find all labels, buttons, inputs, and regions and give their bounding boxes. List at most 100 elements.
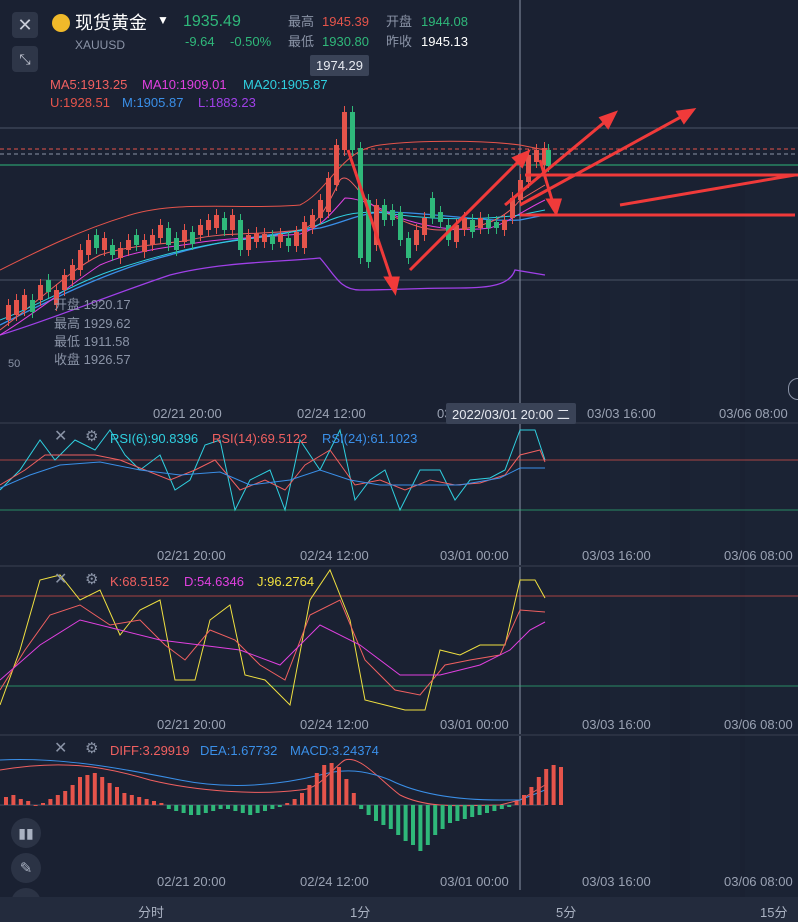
peak-price-tip: 1974.29 [310, 55, 369, 76]
draw-tool-button[interactable]: ✎ [11, 853, 41, 883]
macd-bar [388, 805, 393, 829]
price-change: -9.64 [185, 34, 215, 49]
candle [430, 198, 435, 218]
candle [326, 178, 331, 212]
x-label: 03/03 16:00 [582, 874, 651, 889]
candle [542, 148, 547, 165]
x-label: 03/06 08:00 [724, 548, 793, 563]
settings-gear-icon[interactable]: ⚙ [85, 740, 99, 757]
macd-bar [366, 805, 371, 815]
candle [270, 236, 275, 244]
close-indicator-icon[interactable]: ✕ [54, 428, 68, 445]
collapse-button[interactable]: ⤡ [12, 46, 38, 72]
macd-panel [0, 758, 563, 851]
macd-bar [152, 801, 156, 805]
candle [358, 148, 363, 258]
y-axis-hint: 50 [8, 358, 21, 370]
candle [166, 228, 171, 245]
candle [118, 248, 123, 258]
macd-bar [63, 791, 68, 805]
candle [414, 230, 419, 245]
tab-1min[interactable]: 1分 [350, 905, 371, 920]
tab-15min[interactable]: 15分 [760, 905, 788, 920]
macd-bar [248, 805, 253, 815]
candle [534, 150, 539, 162]
candle [190, 232, 195, 244]
macd-bar [92, 773, 97, 805]
last-price: 1935.49 [183, 13, 241, 30]
main-price-panel [0, 0, 798, 890]
macd-bar [462, 805, 467, 819]
macd-bar [240, 805, 245, 813]
boll-upper-legend: U:1928.51 [50, 95, 110, 110]
macd-bar [559, 767, 563, 805]
indicator-tool-button[interactable]: ▮▮ [11, 818, 41, 848]
panel-divider [0, 734, 798, 736]
macd-bar [270, 805, 275, 809]
macd-bar [292, 799, 297, 805]
macd-value-legend: MACD:3.24374 [290, 743, 379, 758]
kdj-d-legend: D:54.6346 [184, 574, 244, 589]
instrument-title[interactable]: 现货黄金 [75, 13, 147, 33]
x-label: 03/06 08:00 [724, 717, 793, 732]
macd-bar [544, 769, 549, 805]
x-label: 03/03 16:00 [582, 717, 651, 732]
macd-bar [100, 777, 105, 805]
x-label: 02/21 20:00 [157, 717, 226, 732]
low-label: 最低 [288, 34, 315, 49]
ohlc-open: 开盘 1920.17 [54, 297, 131, 312]
macd-bar [285, 803, 290, 805]
candle [342, 112, 347, 150]
macd-bar [263, 805, 267, 811]
candle [518, 180, 523, 200]
macd-bar [455, 805, 460, 821]
macd-bar [166, 805, 171, 809]
macd-bar [359, 805, 364, 809]
candle [406, 238, 411, 258]
macd-bar [211, 805, 216, 811]
macd-bar [329, 763, 334, 805]
macd-bar [322, 765, 327, 805]
macd-bar [411, 805, 415, 845]
tab-timeshare[interactable]: 分时 [138, 905, 165, 920]
close-indicator-icon[interactable]: ✕ [54, 571, 68, 588]
macd-bar [4, 797, 8, 805]
rsi6-legend: RSI(6):90.8396 [110, 431, 199, 446]
tab-5min[interactable]: 5分 [556, 905, 577, 920]
x-label: 02/24 12:00 [300, 548, 369, 563]
macd-bar [11, 795, 16, 805]
x-label: 02/21 20:00 [153, 406, 222, 421]
macd-bar [277, 805, 282, 807]
macd-bar [300, 793, 304, 805]
close-button[interactable]: ✕ [12, 12, 38, 38]
low-value: 1930.80 [322, 34, 369, 49]
x-label: 03/06 08:00 [719, 406, 788, 421]
candle [294, 232, 299, 246]
settings-gear-icon[interactable]: ⚙ [85, 571, 99, 588]
candle [142, 240, 147, 252]
macd-bar [55, 795, 60, 805]
candle [54, 290, 59, 305]
boll-lower-legend: L:1883.23 [198, 95, 256, 110]
close-indicator-icon[interactable]: ✕ [54, 740, 68, 757]
macd-bar [218, 805, 223, 809]
rsi-panel [0, 428, 798, 512]
macd-bar [255, 805, 260, 813]
candle [546, 150, 551, 166]
x-label: 03/01 00:00 [440, 717, 509, 732]
settings-gear-icon[interactable]: ⚙ [85, 428, 99, 445]
candle [174, 238, 179, 250]
kdj-panel [0, 568, 798, 711]
chevron-down-icon[interactable]: ▼ [157, 13, 169, 27]
macd-diff-legend: DIFF:3.29919 [110, 743, 190, 758]
macd-bar [196, 805, 201, 815]
candle [454, 225, 459, 242]
macd-bar [337, 767, 341, 805]
x-label: 02/21 20:00 [157, 548, 226, 563]
candle [254, 233, 259, 242]
candle [22, 295, 27, 310]
ohlc-close: 收盘 1926.57 [54, 352, 131, 367]
panel-divider [0, 422, 798, 424]
macd-bar [144, 799, 149, 805]
